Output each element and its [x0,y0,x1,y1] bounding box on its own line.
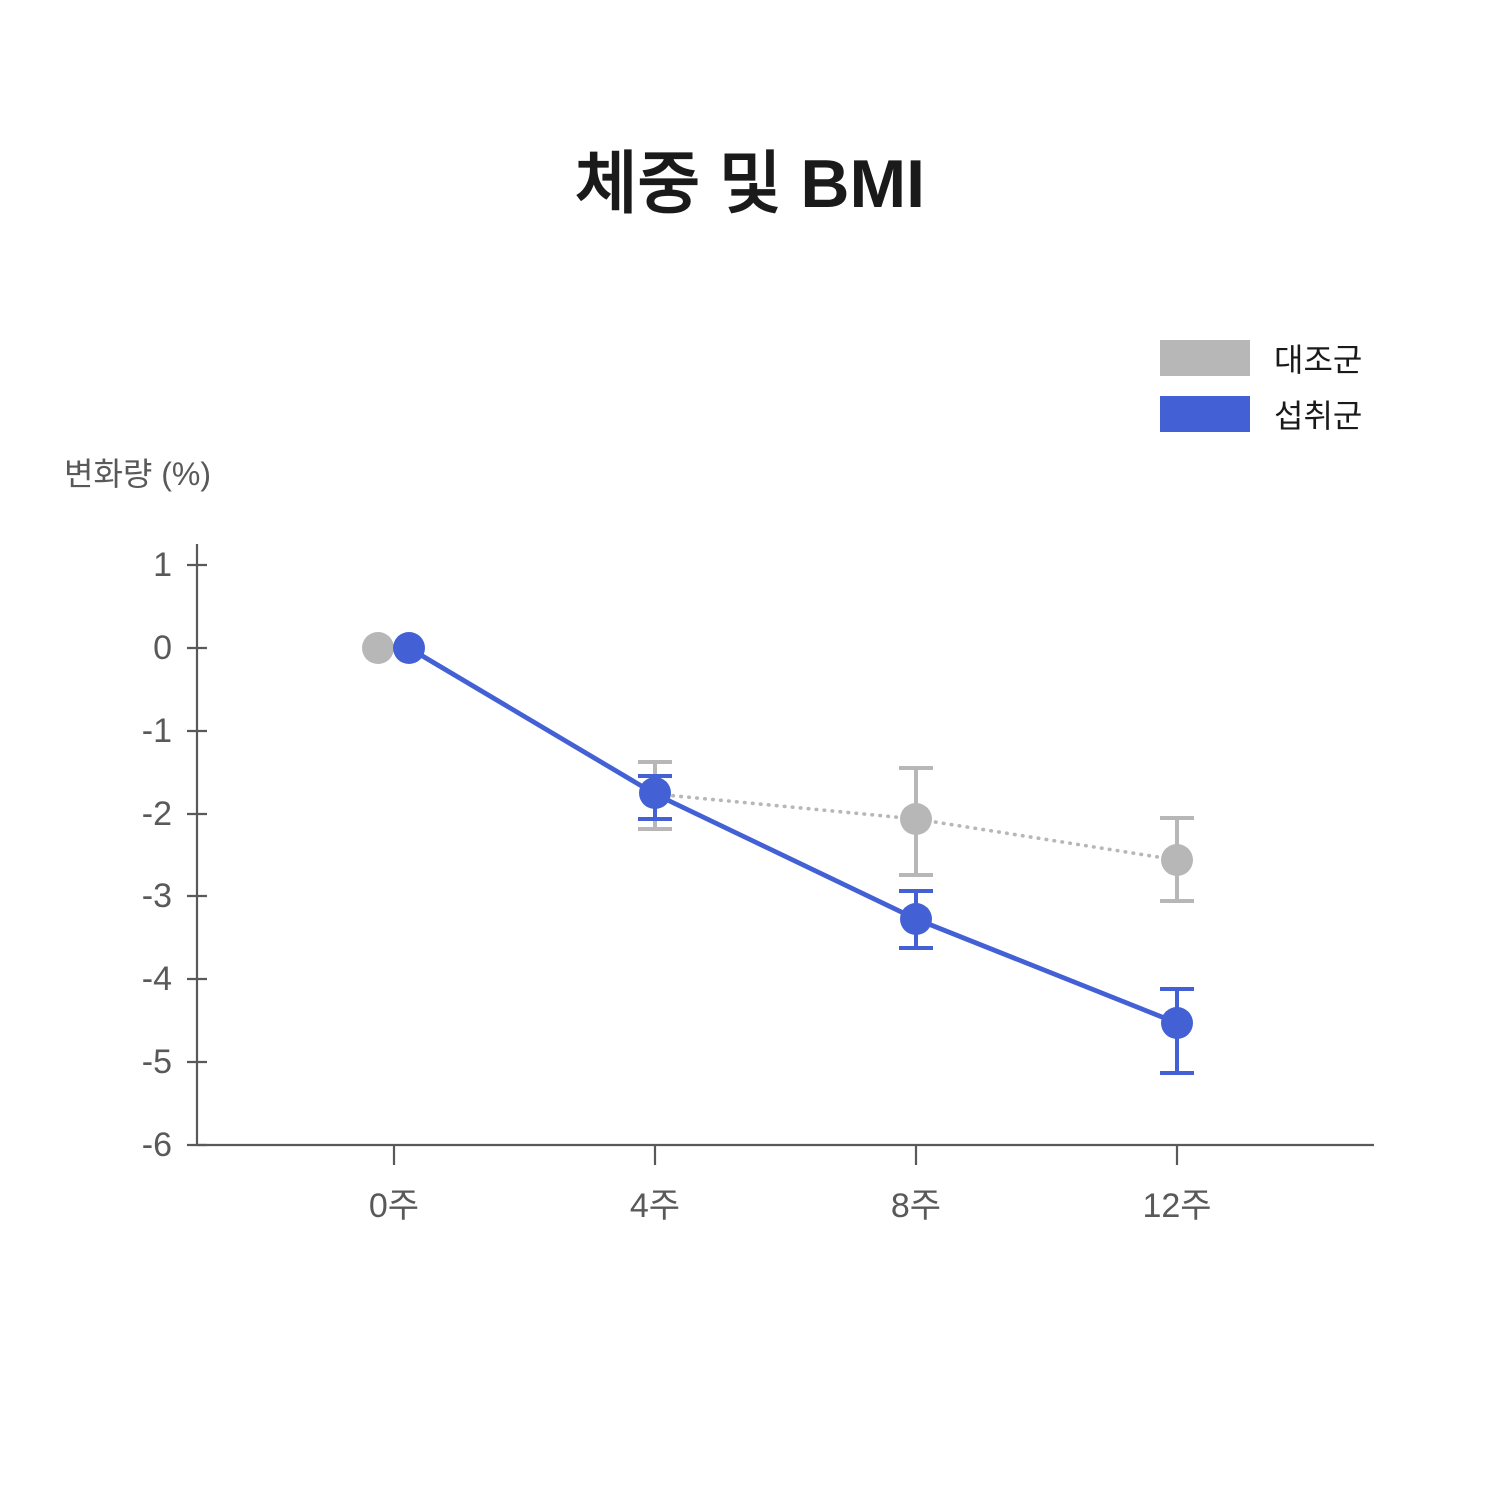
svg-text:-6: -6 [142,1126,172,1164]
svg-text:1: 1 [153,546,172,584]
svg-text:-4: -4 [142,960,172,998]
svg-text:-5: -5 [142,1043,172,1081]
svg-text:-3: -3 [142,877,172,915]
svg-text:8주: 8주 [891,1187,941,1225]
svg-text:0주: 0주 [369,1187,419,1225]
svg-text:0: 0 [153,629,172,667]
svg-text:4주: 4주 [630,1187,680,1225]
svg-text:-2: -2 [142,795,172,833]
svg-text:-1: -1 [142,712,172,750]
svg-text:12주: 12주 [1142,1187,1211,1225]
